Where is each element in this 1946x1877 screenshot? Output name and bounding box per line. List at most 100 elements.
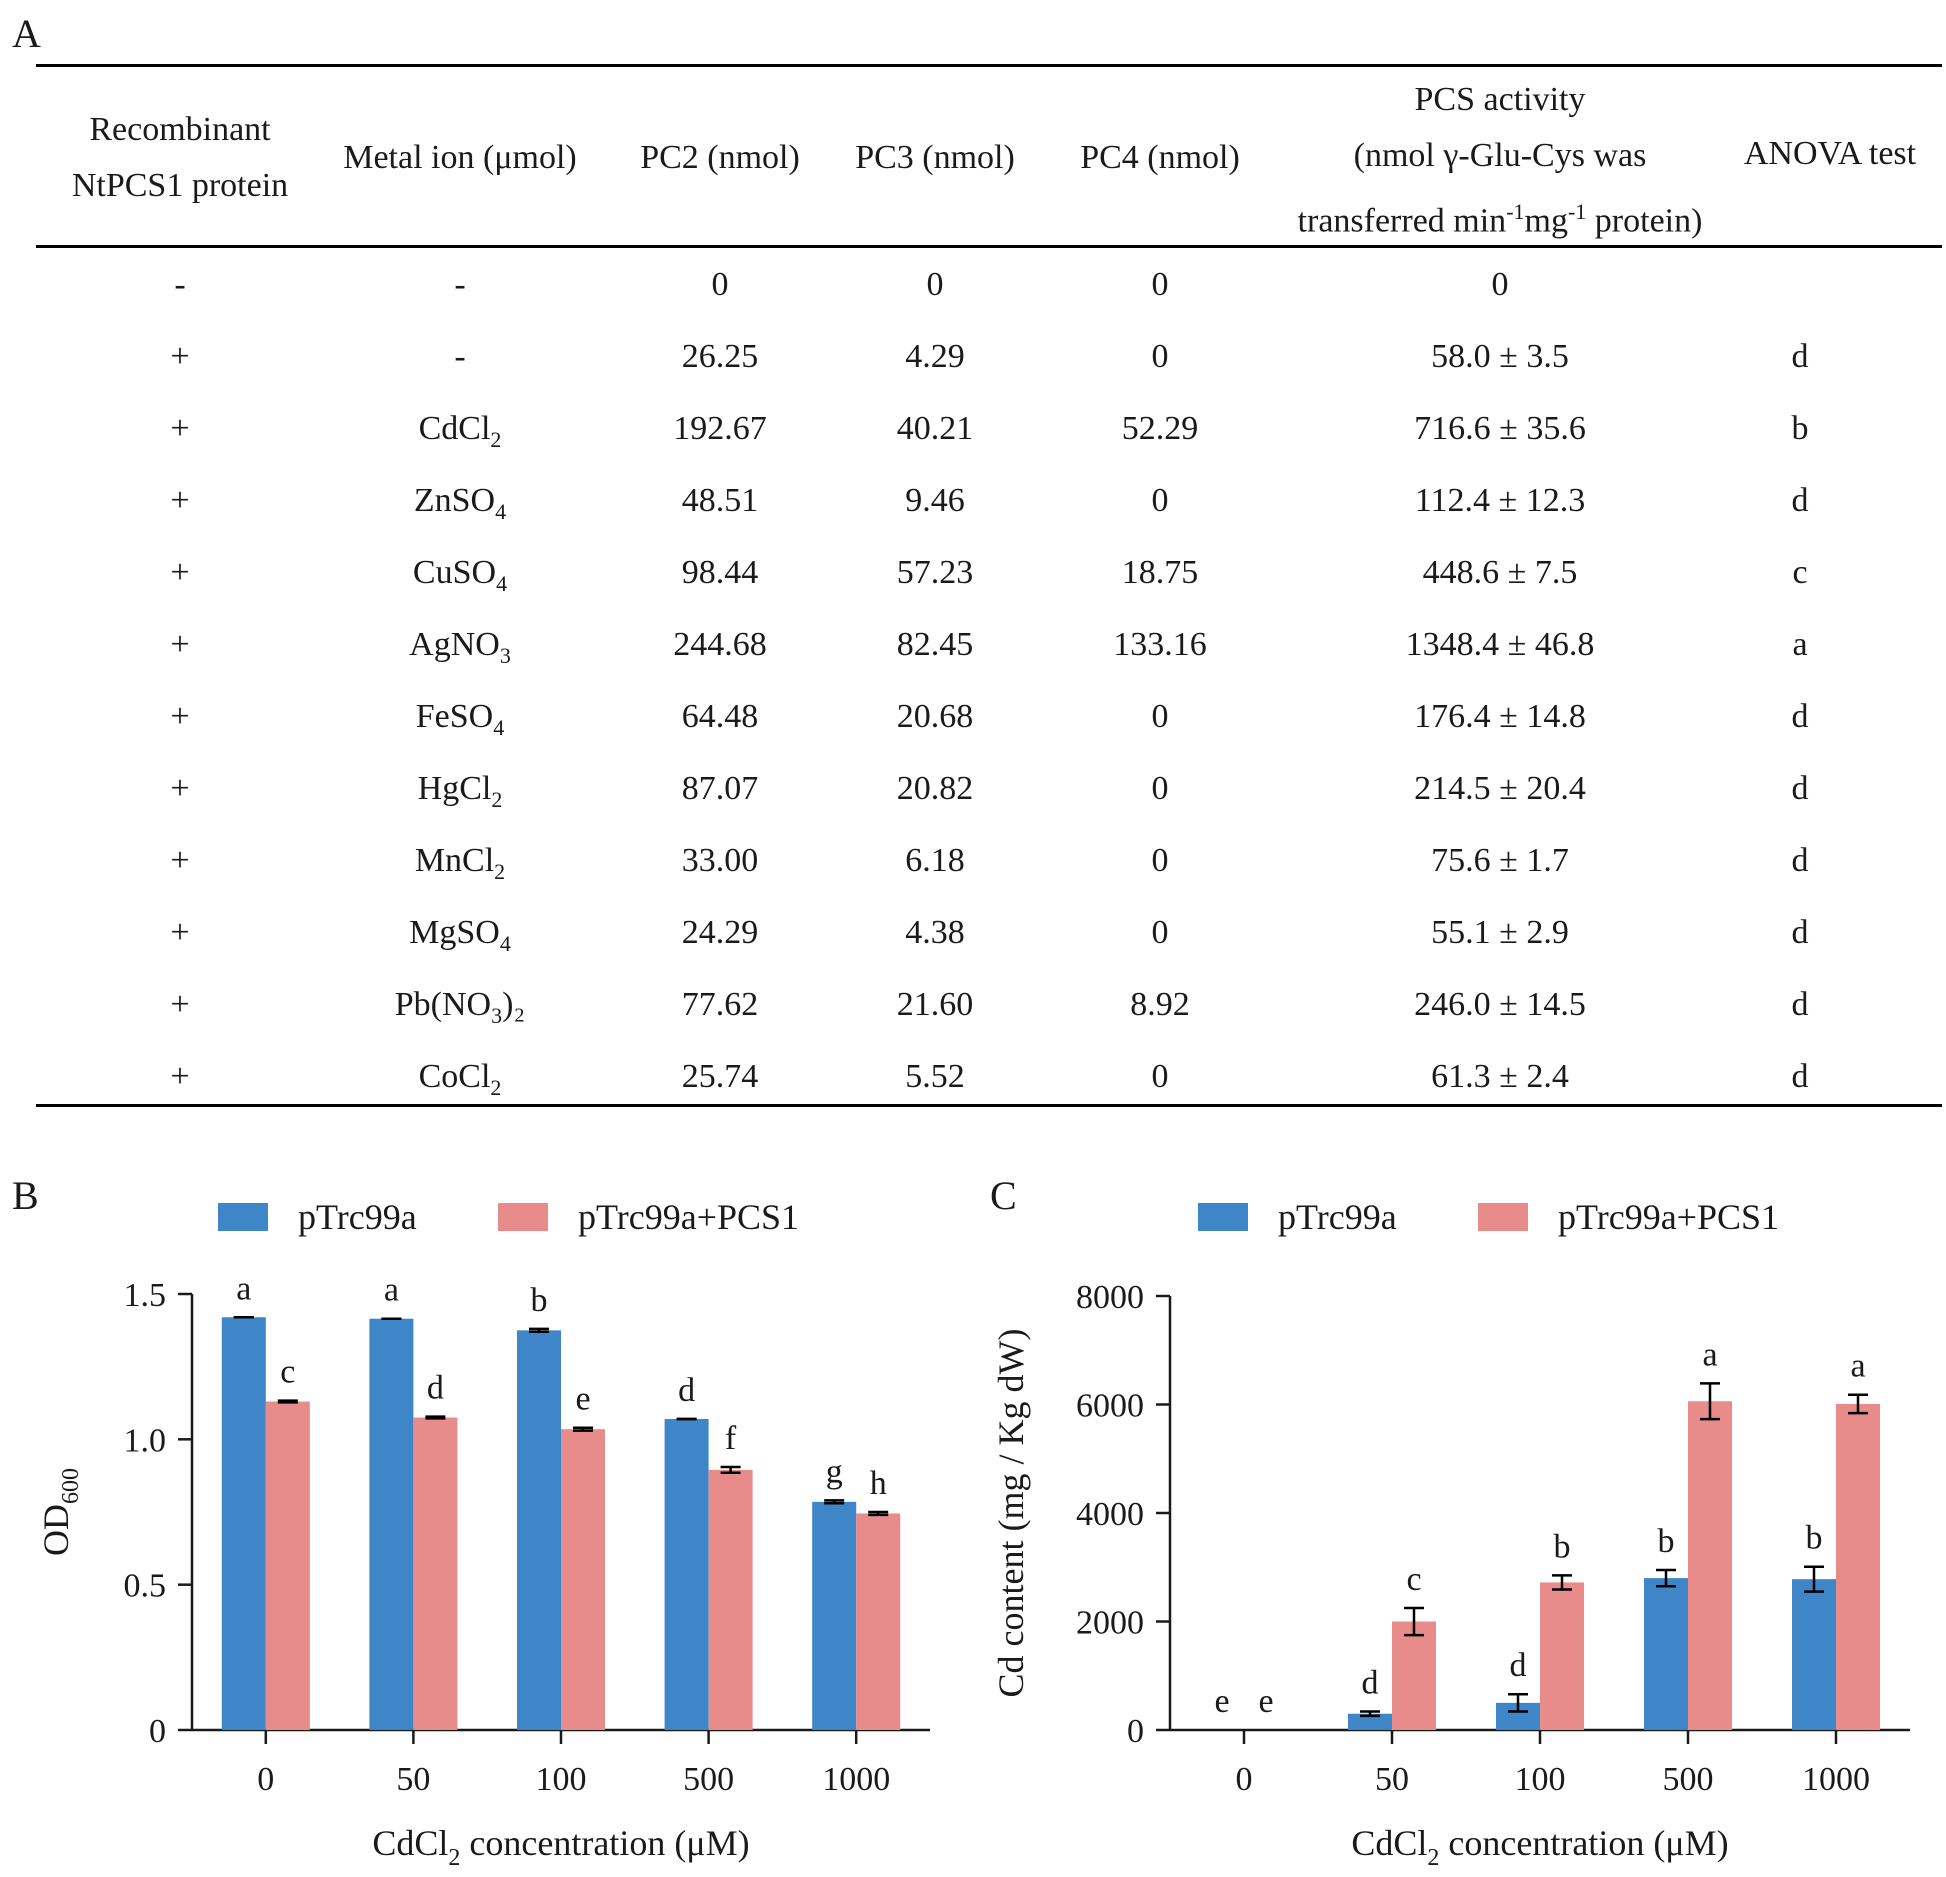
bar-ptrc99a xyxy=(369,1318,414,1730)
cell-pc4: 0 xyxy=(1151,482,1169,519)
header-activity: PCS activity (nmol γ-Glu-Cys was transfe… xyxy=(1297,81,1703,240)
cell-pc3: 82.45 xyxy=(896,626,974,663)
table-header-rule xyxy=(36,245,1942,248)
y-axis-label: Cd content (mg / Kg dW) xyxy=(991,1329,1031,1698)
bar-ptrc99a xyxy=(664,1418,709,1730)
x-tick-label: 500 xyxy=(683,1761,734,1798)
cell-activity: 75.6 ± 1.7 xyxy=(1431,842,1569,879)
x-axis-label: CdCl2 concentration (μM) xyxy=(1351,1823,1728,1871)
cell-protein: + xyxy=(170,554,190,591)
cell-pc2: 87.07 xyxy=(681,770,759,807)
cell-pc2: 64.48 xyxy=(681,698,759,735)
cell-pc3: 40.21 xyxy=(896,410,974,447)
cell-activity: 448.6 ± 7.5 xyxy=(1422,554,1578,591)
significance-label: a xyxy=(236,1270,251,1307)
cell-metal: Pb(NO3)₂ xyxy=(394,986,526,1028)
y-axis-label: OD600 xyxy=(36,1468,84,1556)
panel-b-letter: B xyxy=(12,1173,39,1218)
significance-label: b xyxy=(531,1282,548,1319)
cell-pc3: 9.46 xyxy=(905,482,965,519)
x-tick-label: 1000 xyxy=(822,1761,890,1798)
x-tick-label: 100 xyxy=(536,1761,587,1798)
cell-pc4: 0 xyxy=(1151,1058,1169,1095)
cell-pc3: 0 xyxy=(926,266,944,303)
cell-pc4: 0 xyxy=(1151,842,1169,879)
cell-activity: 176.4 ± 14.8 xyxy=(1414,698,1586,735)
bar-ptrc99a xyxy=(517,1330,561,1730)
header-anova: ANOVA test xyxy=(1743,135,1917,172)
cell-pc4: 8.92 xyxy=(1130,986,1190,1023)
legend-swatch-pink xyxy=(1478,1203,1528,1231)
cell-pc2: 33.00 xyxy=(681,842,759,879)
significance-label: g xyxy=(826,1453,843,1490)
table-bottom-rule xyxy=(36,1104,1942,1107)
cell-activity: 716.6 ± 35.6 xyxy=(1414,410,1586,447)
significance-label: e xyxy=(575,1381,590,1418)
legend-label: pTrc99a xyxy=(1278,1197,1397,1237)
cell-pc3: 4.38 xyxy=(905,914,965,951)
cell-metal: CoCl2 xyxy=(418,1058,502,1100)
table-top-rule xyxy=(36,64,1942,67)
cell-activity: 61.3 ± 2.4 xyxy=(1431,1058,1569,1095)
table-row: + CdCl2 192.67 40.21 52.29 716.6 ± 35.6 b xyxy=(0,406,1946,478)
cell-activity: 214.5 ± 20.4 xyxy=(1414,770,1586,807)
cell-protein: + xyxy=(170,986,190,1023)
cell-pc2: 26.25 xyxy=(681,338,759,375)
cell-pc3: 5.52 xyxy=(905,1058,965,1095)
cell-pc4: 18.75 xyxy=(1121,554,1199,591)
bar-ptrc99a-pcs1 xyxy=(708,1469,753,1730)
y-tick-label: 0 xyxy=(149,1713,166,1750)
legend-b-ptrc99a: pTrc99a xyxy=(218,1196,417,1238)
significance-label: b xyxy=(1658,1523,1675,1560)
significance-label: d xyxy=(1510,1647,1527,1684)
cell-pc2: 192.67 xyxy=(673,410,767,447)
cell-activity: 112.4 ± 12.3 xyxy=(1414,482,1586,519)
y-tick-label: 4000 xyxy=(1076,1496,1144,1533)
header-protein: Recombinant NtPCS1 protein xyxy=(71,111,289,204)
cell-pc2: 244.68 xyxy=(673,626,767,663)
bar-ptrc99a-pcs1 xyxy=(1392,1621,1436,1730)
cell-metal: CuSO4 xyxy=(412,554,508,596)
table-row: + AgNO3 244.68 82.45 133.16 1348.4 ± 46.8 a xyxy=(0,622,1946,694)
header-pc4: PC4 (nmol) xyxy=(1080,139,1240,176)
cell-protein: + xyxy=(170,482,190,519)
cell-metal: CdCl2 xyxy=(418,410,502,452)
significance-label: b xyxy=(1806,1520,1823,1557)
cell-pc4: 52.29 xyxy=(1121,410,1199,447)
legend-swatch-blue xyxy=(218,1203,268,1231)
cell-protein: - xyxy=(174,266,186,303)
y-tick-label: 8000 xyxy=(1076,1279,1144,1316)
cell-activity: 0 xyxy=(1491,266,1509,303)
cell-activity: 58.0 ± 3.5 xyxy=(1431,338,1569,375)
x-tick-label: 50 xyxy=(396,1761,430,1798)
x-tick-label: 1000 xyxy=(1802,1761,1870,1798)
cell-pc4: 0 xyxy=(1151,770,1169,807)
cell-metal: ZnSO4 xyxy=(413,482,507,524)
panel-a-letter: A xyxy=(12,11,41,56)
cell-anova: d xyxy=(1791,482,1809,519)
cell-protein: + xyxy=(170,626,190,663)
significance-label: c xyxy=(280,1354,295,1391)
cell-pc4: 133.16 xyxy=(1113,626,1207,663)
table-row: + MgSO4 24.29 4.38 0 55.1 ± 2.9 d xyxy=(0,910,1946,982)
header-pc2: PC2 (nmol) xyxy=(640,139,800,176)
bar-ptrc99a-pcs1 xyxy=(1688,1401,1732,1730)
table-row: + CuSO4 98.44 57.23 18.75 448.6 ± 7.5 c xyxy=(0,550,1946,622)
cell-metal: - xyxy=(454,266,466,303)
cell-anova: a xyxy=(1792,626,1808,663)
cell-pc4: 0 xyxy=(1151,266,1169,303)
bar-ptrc99a xyxy=(1792,1579,1836,1730)
x-axis-label: CdCl2 concentration (μM) xyxy=(372,1823,749,1871)
significance-label: d xyxy=(678,1372,695,1409)
cell-protein: + xyxy=(170,338,190,375)
cell-metal: AgNO3 xyxy=(409,626,511,668)
x-tick-label: 0 xyxy=(1236,1761,1253,1798)
significance-label: a xyxy=(1850,1348,1865,1385)
cell-metal: - xyxy=(454,338,466,375)
table-row: + CoCl2 25.74 5.52 0 61.3 ± 2.4 d xyxy=(0,1054,1946,1126)
cell-anova: d xyxy=(1791,842,1809,879)
cell-anova: d xyxy=(1791,698,1809,735)
cell-pc3: 4.29 xyxy=(905,338,965,375)
cell-protein: + xyxy=(170,914,190,951)
